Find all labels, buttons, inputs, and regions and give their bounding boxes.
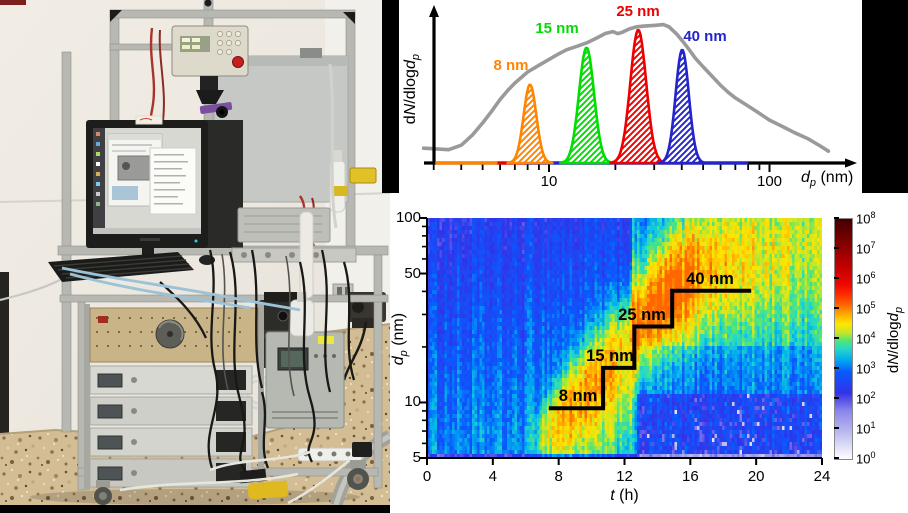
x-tick-label: 20 [747, 468, 765, 485]
growth-step-label: 25 nm [618, 306, 666, 324]
banana-y-axis-label: dp (nm) [389, 312, 411, 366]
colorbar-tick-label: 107 [856, 240, 876, 257]
y-axis-arrow [429, 5, 439, 17]
lab-photo-illustration [0, 0, 394, 507]
notes-panel [149, 147, 197, 215]
y-tick-label: 100 [395, 209, 421, 226]
size-distribution-svg: 10 100 8 nm 15 nm 25 nm 40 nm [421, 3, 857, 190]
rack-unit-2 [89, 396, 253, 426]
power-switch [98, 316, 108, 323]
colorbar-tick-label: 102 [856, 390, 876, 407]
power-adapter [352, 442, 372, 457]
casters [94, 460, 369, 505]
colorbar-tick-label: 104 [856, 330, 876, 347]
yellow-clamp [247, 480, 289, 500]
x-tick-label: 10 [541, 173, 558, 190]
x-tick-label: 0 [422, 468, 432, 485]
colorbar-tick-mark [834, 337, 839, 339]
colorbar-tick-mark [834, 397, 839, 399]
taskbar [93, 228, 201, 234]
mode-peak-25nm [609, 28, 668, 165]
x-tick-label: 4 [488, 468, 497, 485]
colorbar-tick-label: 106 [856, 270, 876, 287]
colorbar-tick-label: 103 [856, 360, 876, 377]
dist-y-axis-label: dN/dlogdp [401, 54, 423, 125]
peak-label: 8 nm [493, 57, 528, 74]
size-distribution-panel: 10 100 8 nm 15 nm 25 nm 40 nm dN/dlogdp dp (n… [382, 0, 908, 193]
camera-mount [196, 90, 224, 104]
door-frame-edge [0, 272, 9, 440]
mode-peak-15nm [559, 46, 615, 165]
rack-unit-4 [89, 458, 253, 488]
colorbar-tick-label: 100 [856, 450, 876, 467]
cart-shadow [30, 489, 360, 505]
ceiling-red-bar [0, 0, 26, 5]
frame-corner-brackets [110, 0, 355, 24]
lab-photo [0, 0, 394, 507]
banana-plot-heatmap [427, 218, 822, 458]
pvc-pipe [299, 211, 314, 299]
colorbar-tick-label: 101 [856, 420, 876, 437]
dist-x-axis-label: dp (nm) [801, 169, 854, 190]
control-box-buttons [217, 31, 241, 55]
banana-x-axis-label: t (h) [610, 487, 639, 504]
rack-unit-3 [89, 427, 253, 457]
photo-bottom-bar [0, 505, 390, 513]
banana-plot-overlay: 8 nm 15 nm 25 nm 40 nm [419, 217, 823, 465]
x-tick-label: 8 [554, 468, 563, 485]
colorbar-tick-mark [834, 217, 839, 219]
size-distribution-chart: 10 100 8 nm 15 nm 25 nm 40 nm dN/dlogdp dp (n… [399, 0, 862, 193]
yellow-block [349, 167, 377, 184]
x-tick-label: 100 [757, 173, 782, 190]
mode-peak-40nm [657, 48, 707, 165]
growth-step-label: 8 nm [559, 387, 598, 405]
colorbar-tick-mark [834, 427, 839, 429]
x-tick-label: 24 [813, 468, 831, 485]
desktop-icons [96, 132, 100, 206]
y-tick-label: 5 [412, 449, 421, 466]
keyboard [48, 252, 215, 282]
colorbar-tick-mark [834, 247, 839, 249]
sticky-note [135, 115, 163, 125]
peak-label: 15 nm [535, 20, 578, 37]
purple-tape [199, 102, 233, 114]
growth-step-label: 40 nm [686, 270, 734, 288]
rack-unit-tan [89, 307, 259, 363]
x-tick-label: 16 [681, 468, 699, 485]
colorbar-tick-mark [834, 277, 839, 279]
y-tick-label: 50 [404, 264, 421, 282]
power-strip [239, 442, 372, 484]
colorbar-tick-label: 105 [856, 300, 876, 317]
y-tick-label: 10 [404, 393, 421, 411]
control-box [171, 25, 249, 118]
colorbar-tick-label: 108 [856, 210, 876, 227]
power-led [194, 239, 198, 243]
cable-bundle [0, 249, 356, 505]
emergency-stop-button [232, 56, 244, 68]
gray-total-distribution-curve [421, 22, 831, 153]
banana-plot-panel: 8 nm 15 nm 25 nm 40 nm 5 10 50 100 0 4 8 12 16 20 24… [390, 193, 908, 513]
monitor [86, 115, 243, 267]
mode-peak-8nm [506, 83, 554, 165]
peak-label: 40 nm [683, 28, 726, 45]
x-tick-label: 12 [616, 468, 633, 485]
black-filler-block [862, 0, 908, 193]
peak-label: 25 nm [616, 3, 659, 20]
colorbar-tick-mark [834, 367, 839, 369]
bottle [289, 299, 315, 337]
colorbar-label: dN/dlogdp [885, 306, 905, 374]
growth-step-line [548, 288, 752, 411]
colorbar-tick-mark [834, 307, 839, 309]
growth-step-label: 15 nm [586, 347, 634, 365]
x-axis-arrow [845, 158, 857, 168]
colorbar-tick-mark [834, 457, 839, 459]
colorbar [834, 218, 853, 460]
